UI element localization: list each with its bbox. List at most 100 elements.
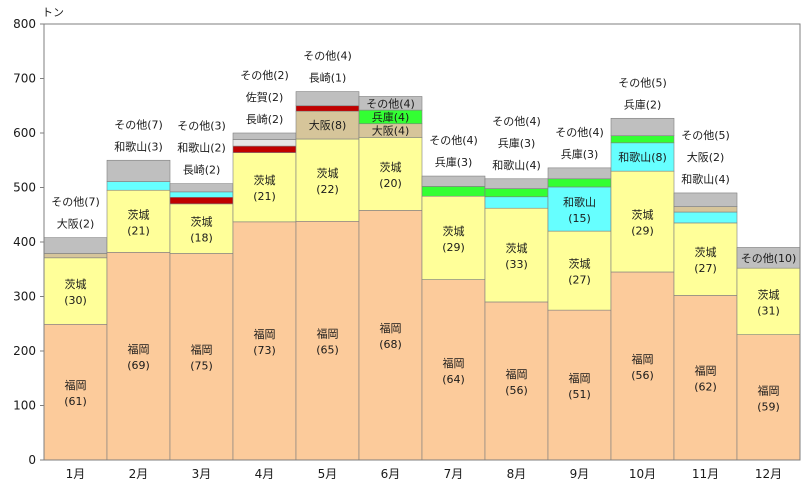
bar-segment-value: (75) [190,360,213,373]
bar-segment-label: 福岡 [65,378,87,392]
bar-segment-label: 茨城 [758,287,780,301]
bar-segment-label: その他(4) [366,97,415,110]
bar-segment-value: (69) [127,359,150,372]
bar-segment [610,271,675,461]
bar-segment [673,211,738,224]
bar-segment-label: 茨城 [632,208,654,222]
bar-segment-label: 福岡 [695,364,717,378]
bar-outside-label: 兵庫(3) [498,136,536,150]
bar-segment-value: (29) [442,241,465,254]
bar-segment-label: 和歌山(8) [618,150,667,164]
x-tick-label: 5月 [318,467,338,481]
bar-segment-label: 和歌山 [563,195,596,209]
bar-segment-label: 茨城 [695,245,717,259]
bar-segment-value: (20) [379,177,402,190]
bar-segment-label: 茨城 [506,241,528,255]
bar-segment [736,334,801,461]
y-tick-label: 400 [13,235,36,249]
bar-segment [43,257,108,325]
bar-segment-value: (30) [64,294,87,307]
bar-segment-value: (68) [379,338,402,351]
y-tick-label: 800 [13,17,36,31]
bar-outside-label: その他(5) [681,129,730,142]
bar-outside-label: 兵庫(3) [435,155,473,169]
bar-outside-label: その他(4) [429,134,478,147]
bar-segment-value: (56) [505,384,528,397]
bar-outside-label: その他(2) [240,69,289,82]
bar-outside-label: 和歌山(4) [492,158,541,172]
bar-segment [358,96,423,111]
bar-segment [547,186,612,232]
bar-outside-label: 長崎(2) [183,163,221,177]
bar-segment [673,295,738,461]
bar-segment-label: 茨城 [65,277,87,291]
bar-segment [610,117,675,137]
bar-segment [358,210,423,461]
x-tick-label: 12月 [755,467,782,481]
bar-segment [43,253,108,259]
x-axis-labels: 1月 2月 3月 4月 5月 6月 7月 8月 9月 10月 11月 12月 [66,467,782,481]
bar-segment-value: (59) [757,400,780,413]
bar-outside-label: その他(3) [177,120,226,133]
bar-segment [232,139,297,147]
bar-segment [169,197,234,205]
bar-segment-value: (27) [694,262,717,275]
bar-segment [547,178,612,188]
bar-segment-value: (22) [316,183,339,196]
bar-segment-label: 福岡 [128,342,150,356]
bar-segment-label: 大阪(8) [309,118,347,132]
bar-segment-label: 福岡 [569,371,591,385]
bar-outside-label: 長崎(2) [246,112,284,126]
x-tick-label: 2月 [129,467,149,481]
bar-segment-value: (29) [631,225,654,238]
bar-outside-label: その他(7) [51,196,100,209]
bar-outside-label: 兵庫(3) [561,147,599,161]
y-tick-label: 700 [13,72,36,86]
bar-segment-label: 茨城 [191,215,213,229]
bar-segment-value: (64) [442,373,465,386]
bar-segment-label: 茨城 [443,224,465,238]
bar-segment-label: 福岡 [443,356,465,370]
y-tick-label: 600 [13,126,36,140]
bar-segment-value: (27) [568,274,591,287]
bar-segment [232,152,297,223]
y-tick-label: 100 [13,399,36,413]
bar-segment-label: 福岡 [380,321,402,335]
x-tick-label: 6月 [381,467,401,481]
bar-segment-value: (21) [253,190,276,203]
x-tick-label: 10月 [629,467,656,481]
bar-segment-label: 茨城 [569,257,591,271]
bar-segment [610,135,675,144]
bar-segment-label: 福岡 [506,367,528,381]
x-tick-label: 3月 [192,467,212,481]
bar-segment [232,145,297,153]
bar-segment [295,105,360,112]
bar-segment [673,192,738,207]
bar-segment-label: 福岡 [254,327,276,341]
bar-outside-label: その他(5) [618,76,667,89]
bar-segment-value: (61) [64,395,87,408]
bar-outside-label: 長崎(1) [309,71,347,85]
bar-outside-label: 兵庫(2) [624,97,662,111]
bar-segment-label: 福岡 [758,383,780,397]
bar-segment-value: (31) [757,304,780,317]
bar-segment [421,175,486,187]
bar-segment-label: 茨城 [254,173,276,187]
bar-segment [43,237,108,254]
x-tick-label: 1月 [66,467,86,481]
bar-segment-label: 茨城 [380,160,402,174]
data-labels: 福岡 (61) 茨城 (30) 大阪(2) その他(7) 福岡 (69) 茨城 (21) 和歌山 (3… [51,50,796,414]
bar-segment [484,188,549,198]
bar-segment [547,309,612,461]
bar-segment [547,167,612,180]
bar-outside-label: 大阪(2) [57,217,95,231]
bar-outside-label: 佐賀(2) [246,90,284,104]
bar-segment [169,253,234,461]
y-axis-ticks: 0 100 200 300 400 500 600 700 800 [13,17,44,467]
bar-segment [106,252,171,461]
bar-segment-label: 福岡 [632,352,654,366]
bar-segment [484,207,549,303]
bar-segment-value: (15) [568,212,591,225]
bar-segment [484,196,549,209]
